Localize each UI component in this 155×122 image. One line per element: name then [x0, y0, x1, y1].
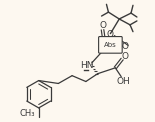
- Text: OH: OH: [116, 77, 130, 86]
- Text: Abs: Abs: [104, 42, 117, 48]
- FancyBboxPatch shape: [99, 37, 122, 53]
- Text: HN: HN: [80, 61, 94, 70]
- Text: O: O: [122, 42, 129, 51]
- Text: O: O: [107, 30, 114, 39]
- Text: CH₃: CH₃: [19, 109, 35, 118]
- Text: O: O: [122, 52, 129, 61]
- Text: O: O: [99, 21, 106, 30]
